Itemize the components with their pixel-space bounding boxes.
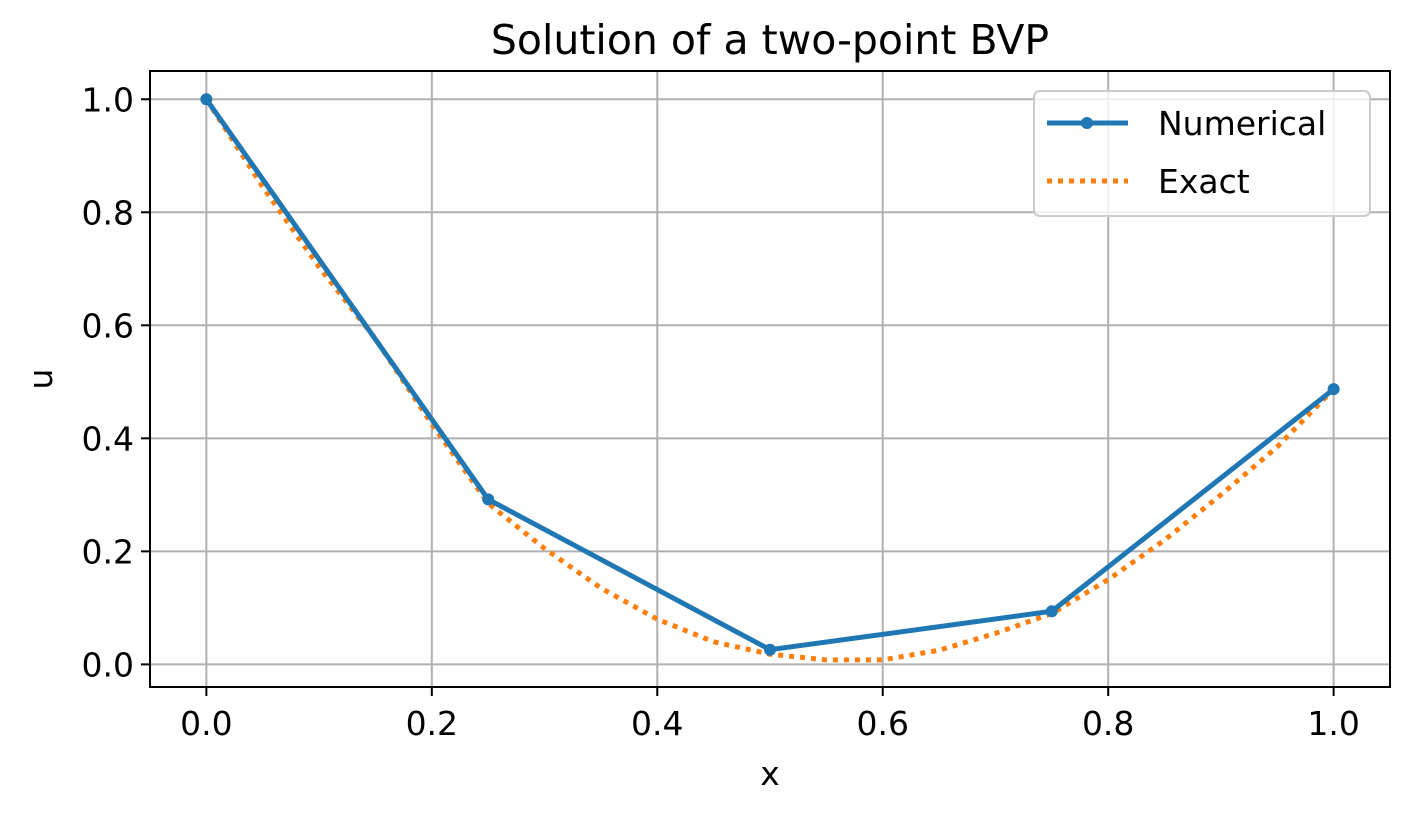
numerical-point [1327,383,1340,396]
y-tick-label: 0.8 [82,193,134,232]
y-axis-label: u [21,369,60,390]
y-tick-label: 1.0 [82,80,134,119]
x-axis-label: x [760,754,780,793]
x-tick-label: 0.6 [856,704,908,743]
legend-label-numerical: Numerical [1158,104,1326,143]
y-tick-label: 0.0 [82,645,134,684]
legend: Numerical Exact [1033,90,1371,217]
x-tick-label: 0.2 [406,704,458,743]
numerical-point [1045,605,1058,618]
x-tick-label: 1.0 [1307,704,1359,743]
x-tick-label: 0.0 [180,704,232,743]
y-tick-label: 0.2 [82,532,134,571]
y-tick-label: 0.4 [82,419,134,458]
legend-label-exact: Exact [1158,162,1250,201]
chart-title: Solution of a two-point BVP [491,16,1049,64]
y-tick-label: 0.6 [82,306,134,345]
plot-frame [149,70,1391,688]
numerical-point [200,93,213,106]
series-layer [200,93,1340,663]
ticks: 0.0 0.2 0.4 0.6 0.8 1.0 0.0 0.2 0.4 0.6 0.8 1.0 [82,80,1360,743]
numerical-point [764,643,776,656]
x-tick-label: 0.8 [1082,704,1134,743]
x-tick-label: 0.4 [631,704,683,743]
numerical-point [482,493,495,506]
legend-marker-numerical [1081,117,1093,129]
